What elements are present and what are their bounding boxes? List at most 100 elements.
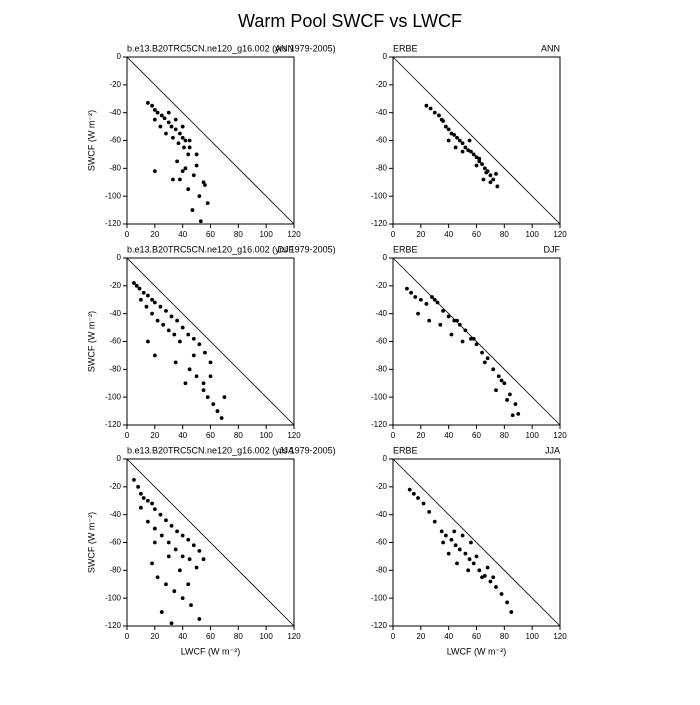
- point: [435, 300, 440, 305]
- x-tick-label: 20: [416, 230, 425, 239]
- point: [428, 106, 433, 111]
- point: [477, 568, 482, 573]
- point: [510, 413, 515, 418]
- panel-title-left: b.e13.B20TRC5CN.ne120_g16.002 (yrs 1979-…: [127, 43, 336, 53]
- point: [494, 585, 498, 589]
- point: [187, 145, 192, 150]
- y-tick-label: 0: [383, 454, 388, 463]
- point: [482, 166, 487, 171]
- y-tick-label: -120: [105, 420, 122, 429]
- point: [466, 568, 471, 573]
- point: [173, 360, 178, 365]
- point: [155, 318, 160, 323]
- x-axis-label: LWCF (W m⁻²): [181, 646, 241, 656]
- point: [187, 138, 192, 143]
- point: [159, 113, 164, 118]
- point: [480, 350, 484, 355]
- point: [424, 103, 429, 108]
- point: [169, 314, 174, 319]
- point: [446, 127, 451, 132]
- point: [187, 557, 192, 562]
- point: [152, 526, 157, 531]
- point: [177, 339, 182, 344]
- x-tick-label: 80: [500, 230, 509, 239]
- x-tick-label: 80: [234, 230, 243, 239]
- y-tick-label: -40: [109, 510, 121, 519]
- y-tick-label: -60: [109, 538, 121, 547]
- y-tick-label: -80: [109, 163, 121, 172]
- point: [173, 127, 178, 132]
- x-tick-label: 40: [178, 632, 187, 641]
- diagonal-line: [126, 257, 295, 426]
- point: [205, 395, 210, 400]
- x-tick-label: 60: [206, 431, 215, 440]
- point: [186, 152, 191, 157]
- point: [177, 131, 182, 136]
- point: [164, 582, 168, 587]
- diagonal-line: [126, 56, 295, 225]
- y-tick-label: -20: [109, 80, 121, 89]
- point: [491, 177, 496, 182]
- x-tick-label: 0: [391, 431, 396, 440]
- point: [205, 201, 210, 206]
- point: [152, 169, 157, 174]
- point: [474, 163, 479, 168]
- point: [439, 117, 444, 122]
- point: [141, 290, 146, 295]
- point: [424, 302, 429, 306]
- x-tick-label: 100: [525, 230, 539, 239]
- x-tick-label: 100: [259, 230, 273, 239]
- point: [173, 547, 178, 552]
- point: [180, 596, 185, 601]
- point: [453, 543, 458, 548]
- point: [495, 184, 500, 189]
- x-axis-label: LWCF (W m⁻²): [447, 646, 507, 656]
- x-tick-label: 100: [259, 431, 273, 440]
- point: [172, 332, 177, 337]
- point: [516, 411, 521, 416]
- x-tick-label: 80: [500, 431, 509, 440]
- y-tick-label: -120: [105, 219, 122, 228]
- point: [222, 395, 227, 400]
- point: [439, 529, 444, 534]
- point: [180, 325, 185, 330]
- point: [186, 187, 191, 192]
- point: [441, 308, 445, 313]
- point: [197, 194, 202, 199]
- point: [508, 392, 512, 397]
- y-tick-label: -100: [371, 191, 388, 200]
- x-tick-label: 120: [287, 431, 301, 440]
- x-tick-label: 100: [259, 632, 273, 641]
- point: [407, 487, 412, 492]
- point: [457, 547, 462, 552]
- x-tick-label: 120: [553, 632, 567, 641]
- point: [437, 113, 441, 118]
- y-tick-label: -40: [375, 309, 387, 318]
- point: [136, 484, 141, 489]
- point: [418, 297, 423, 302]
- y-tick-label: -120: [371, 420, 388, 429]
- point: [169, 621, 174, 626]
- x-tick-label: 100: [525, 632, 539, 641]
- point: [203, 350, 207, 355]
- y-tick-label: 0: [383, 52, 388, 61]
- panel-title-right: DJF: [544, 244, 561, 254]
- x-tick-label: 0: [125, 230, 130, 239]
- point: [164, 308, 168, 313]
- point: [482, 360, 487, 365]
- x-tick-label: 20: [150, 632, 159, 641]
- point: [139, 491, 143, 496]
- point: [467, 138, 472, 143]
- point: [513, 402, 518, 407]
- point: [166, 540, 171, 545]
- point: [173, 117, 178, 122]
- point: [141, 496, 146, 500]
- point: [443, 533, 448, 538]
- point: [194, 152, 199, 157]
- point: [134, 283, 139, 288]
- diagonal-line: [392, 458, 561, 627]
- point: [162, 116, 167, 121]
- point: [183, 166, 188, 171]
- point: [460, 141, 465, 146]
